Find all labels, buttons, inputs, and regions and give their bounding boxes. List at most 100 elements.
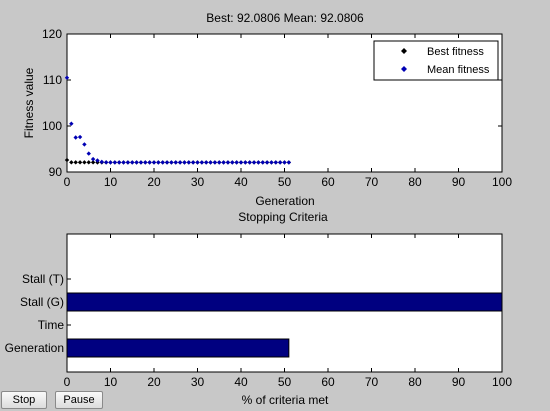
mean-fitness-point (169, 160, 174, 165)
x-tick-label: 60 (321, 375, 335, 389)
mean-fitness-point (117, 160, 122, 165)
x-tick-label: 60 (321, 175, 335, 189)
pause-button[interactable]: Pause (55, 391, 103, 409)
mean-fitness-point (230, 160, 235, 165)
criteria-bars (66, 292, 503, 358)
y-tick-label: 110 (43, 73, 62, 87)
best-fitness-point (64, 157, 70, 163)
mean-fitness-point (99, 159, 104, 165)
mean-fitness-point (260, 160, 265, 165)
mean-fitness-point (134, 160, 139, 165)
fitness-data-points (64, 75, 292, 165)
mean-fitness-point (247, 160, 252, 165)
x-tick-label: 50 (278, 375, 292, 389)
criteria-category-labels: Stall (T) Stall (G) Time Generation (5, 272, 71, 355)
x-tick-label: 80 (408, 375, 422, 389)
mean-fitness-point (86, 151, 91, 156)
best-fitness-point (82, 160, 87, 165)
x-tick-label: 80 (408, 175, 422, 189)
criteria-bar (66, 292, 503, 312)
x-tick-label: 30 (191, 175, 205, 189)
mean-fitness-point (273, 160, 278, 165)
x-tick-label: 0 (64, 175, 71, 189)
mean-fitness-point (221, 160, 226, 165)
x-tick-label: 10 (104, 175, 118, 189)
mean-fitness-point (195, 160, 200, 165)
criteria-bar (66, 338, 290, 358)
mean-fitness-point (64, 75, 70, 80)
best-fitness-point (86, 160, 91, 165)
mean-fitness-point (256, 160, 261, 165)
mean-fitness-point (208, 160, 213, 165)
mean-fitness-point (147, 160, 152, 165)
mean-fitness-point (251, 160, 257, 165)
mean-fitness-point (264, 160, 270, 165)
category-label: Time (38, 318, 65, 332)
mean-fitness-point (151, 160, 157, 165)
x-tick-label: 20 (147, 175, 161, 189)
fitness-plot: Best: 92.0806 Mean: 92.0806 Generation F… (22, 11, 512, 208)
mean-fitness-point (234, 160, 239, 165)
fitness-y-ticks: 90 100 110 120 (42, 27, 502, 179)
x-tick-label: 20 (147, 375, 161, 389)
mean-fitness-point (190, 160, 196, 165)
mean-fitness-point (125, 160, 131, 165)
stop-button[interactable]: Stop (1, 391, 47, 409)
criteria-chart-title: Stopping Criteria (238, 210, 328, 224)
mean-fitness-point (156, 160, 161, 165)
y-tick-label: 120 (42, 27, 62, 41)
mean-fitness-point (73, 135, 78, 140)
legend-label-best-fitness: Best fitness (427, 46, 484, 58)
x-tick-label: 40 (234, 175, 248, 189)
mean-fitness-point (82, 142, 87, 147)
mean-fitness-point (138, 160, 144, 165)
best-fitness-point (90, 160, 96, 165)
x-tick-label: 30 (191, 375, 205, 389)
y-tick-label: 100 (42, 119, 62, 133)
fitness-x-axis-label: Generation (255, 194, 314, 208)
mean-fitness-point (121, 160, 126, 165)
mean-fitness-point (199, 160, 205, 165)
fitness-chart-title: Best: 92.0806 Mean: 92.0806 (206, 11, 364, 25)
category-label: Generation (5, 341, 64, 355)
criteria-x-ticks: 0 10 20 30 40 50 60 70 80 90 100 (64, 234, 512, 389)
mean-fitness-point (69, 121, 74, 126)
x-tick-label: 100 (492, 175, 512, 189)
fitness-x-ticks: 0 10 20 30 40 50 60 70 80 90 100 (64, 34, 512, 189)
x-tick-label: 70 (365, 375, 379, 389)
mean-fitness-point (217, 160, 222, 165)
x-tick-label: 0 (64, 375, 71, 389)
best-fitness-point (69, 160, 74, 165)
legend-box (373, 40, 499, 81)
x-tick-label: 50 (278, 175, 292, 189)
mean-fitness-point (186, 160, 191, 165)
mean-fitness-point (282, 160, 287, 165)
mean-fitness-point (182, 160, 187, 165)
mean-fitness-point (173, 160, 178, 165)
mean-fitness-point (160, 160, 165, 165)
mean-fitness-point (286, 160, 292, 165)
x-tick-label: 10 (104, 375, 118, 389)
fitness-legend: Best fitness Mean fitness (373, 40, 499, 81)
x-tick-label: 100 (492, 375, 512, 389)
stopping-criteria-plot: Stopping Criteria % of criteria met 0 10 2… (5, 210, 513, 407)
mean-fitness-point (177, 160, 183, 165)
best-fitness-point (73, 160, 78, 165)
mean-fitness-point (112, 160, 118, 165)
x-tick-label: 40 (234, 375, 248, 389)
y-tick-label: 90 (49, 165, 63, 179)
mean-fitness-point (243, 160, 248, 165)
criteria-x-axis-label: % of criteria met (242, 393, 329, 407)
x-tick-label: 90 (452, 375, 466, 389)
legend-marker-mean-fitness (401, 66, 407, 72)
mean-fitness-point (143, 160, 148, 165)
x-tick-label: 70 (365, 175, 379, 189)
category-label: Stall (T) (22, 272, 64, 286)
legend-marker-best-fitness (401, 48, 407, 54)
mean-fitness-point (238, 160, 244, 165)
best-fitness-point (77, 160, 83, 165)
mean-fitness-point (212, 160, 218, 165)
category-label: Stall (G) (20, 295, 64, 309)
legend-label-mean-fitness: Mean fitness (427, 64, 490, 76)
